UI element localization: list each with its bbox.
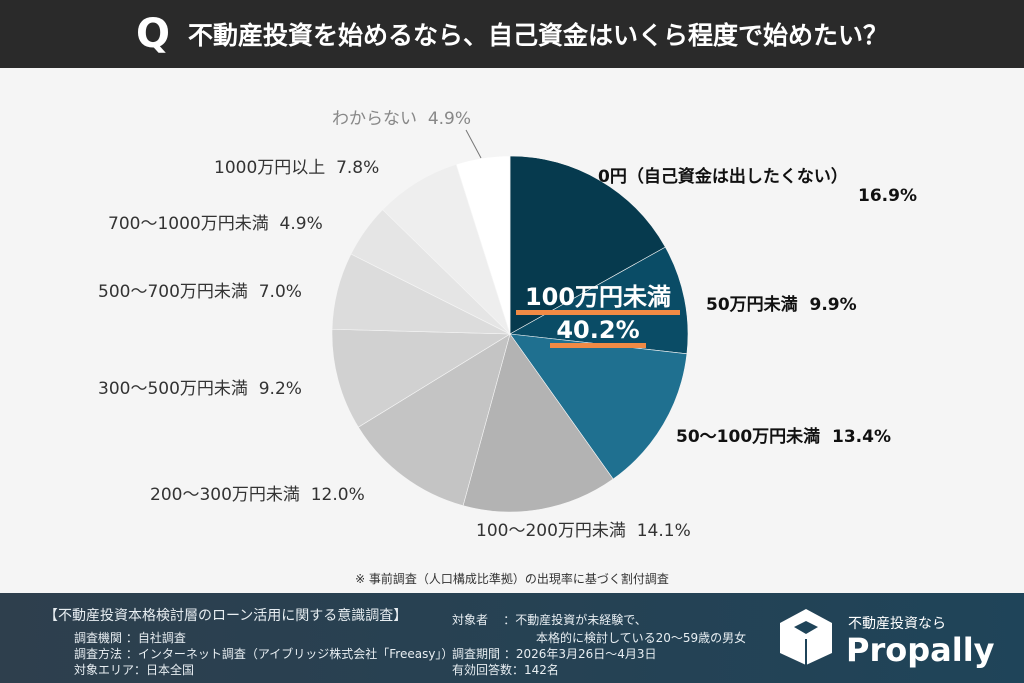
label-8: 1000万円以上 7.8% bbox=[214, 158, 380, 178]
pie-slice-1 bbox=[509, 246, 689, 355]
label-9: わからない 4.9% bbox=[332, 109, 472, 129]
pie-slice-0 bbox=[509, 155, 666, 335]
label-4: 200〜300万円未満 12.0% bbox=[150, 485, 365, 505]
annotation-line1: 100万円未満 bbox=[516, 284, 680, 315]
brand-tagline: 不動産投資なら bbox=[848, 616, 946, 632]
label-5: 300〜500万円未満 9.2% bbox=[98, 379, 302, 399]
survey-note: ※ 事前調査（人口構成比準拠）の出現率に基づく割付調査 bbox=[355, 572, 669, 586]
q-mark: Q bbox=[135, 11, 170, 57]
pie-slice-5 bbox=[331, 328, 512, 428]
brand-name: Propally bbox=[846, 631, 995, 669]
pie-slice-2 bbox=[509, 333, 688, 480]
label-2: 50〜100万円未満 13.4% bbox=[676, 427, 891, 447]
survey-info-7: 有効回答数：142名 bbox=[452, 663, 559, 677]
label-3: 100〜200万円未満 14.1% bbox=[476, 521, 691, 541]
survey-info-6: 調査期間 ：2026年3月26日〜4月3日 bbox=[452, 647, 657, 661]
pie-slice-4 bbox=[357, 333, 511, 507]
pie-slice-9 bbox=[455, 155, 511, 335]
pie-slice-3 bbox=[462, 333, 614, 513]
label-7: 700〜1000万円未満 4.9% bbox=[108, 214, 323, 234]
survey-heading: 【不動産投資本格検討層のローン活用に関する意識調査】 bbox=[44, 608, 408, 624]
survey-info-2: 調査方法 ：インターネット調査（アイブリッジ株式会社「Freeasy」） bbox=[74, 647, 454, 661]
leader-line bbox=[465, 129, 482, 159]
label-1: 50万円未満 9.9% bbox=[706, 295, 857, 315]
value-0: 16.9% bbox=[858, 186, 917, 206]
propally-logo-icon bbox=[780, 609, 832, 665]
annotation-line2: 40.2% bbox=[550, 317, 646, 348]
survey-info-3: 対象エリア：日本全国 bbox=[74, 663, 195, 677]
label-6: 500〜700万円未満 7.0% bbox=[98, 282, 302, 302]
footer: 【不動産投資本格検討層のローン活用に関する意識調査】 調査機関 ：自社調査 調査… bbox=[0, 593, 1024, 683]
survey-info-1: 調査機関 ：自社調査 bbox=[74, 631, 186, 645]
header: Q 不動産投資を始めるなら、自己資金はいくら程度で始めたい？ bbox=[0, 0, 1024, 68]
page-title: 不動産投資を始めるなら、自己資金はいくら程度で始めたい？ bbox=[188, 21, 889, 50]
survey-info-4: 対象者 ：不動産投資が未経験で、 bbox=[452, 613, 647, 627]
label-0: 0円（自己資金は出したくない） bbox=[598, 167, 848, 187]
annotation: 100万円未満 40.2% bbox=[516, 284, 680, 348]
survey-info-5: 本格的に検討している20〜59歳の男女 bbox=[536, 631, 747, 645]
